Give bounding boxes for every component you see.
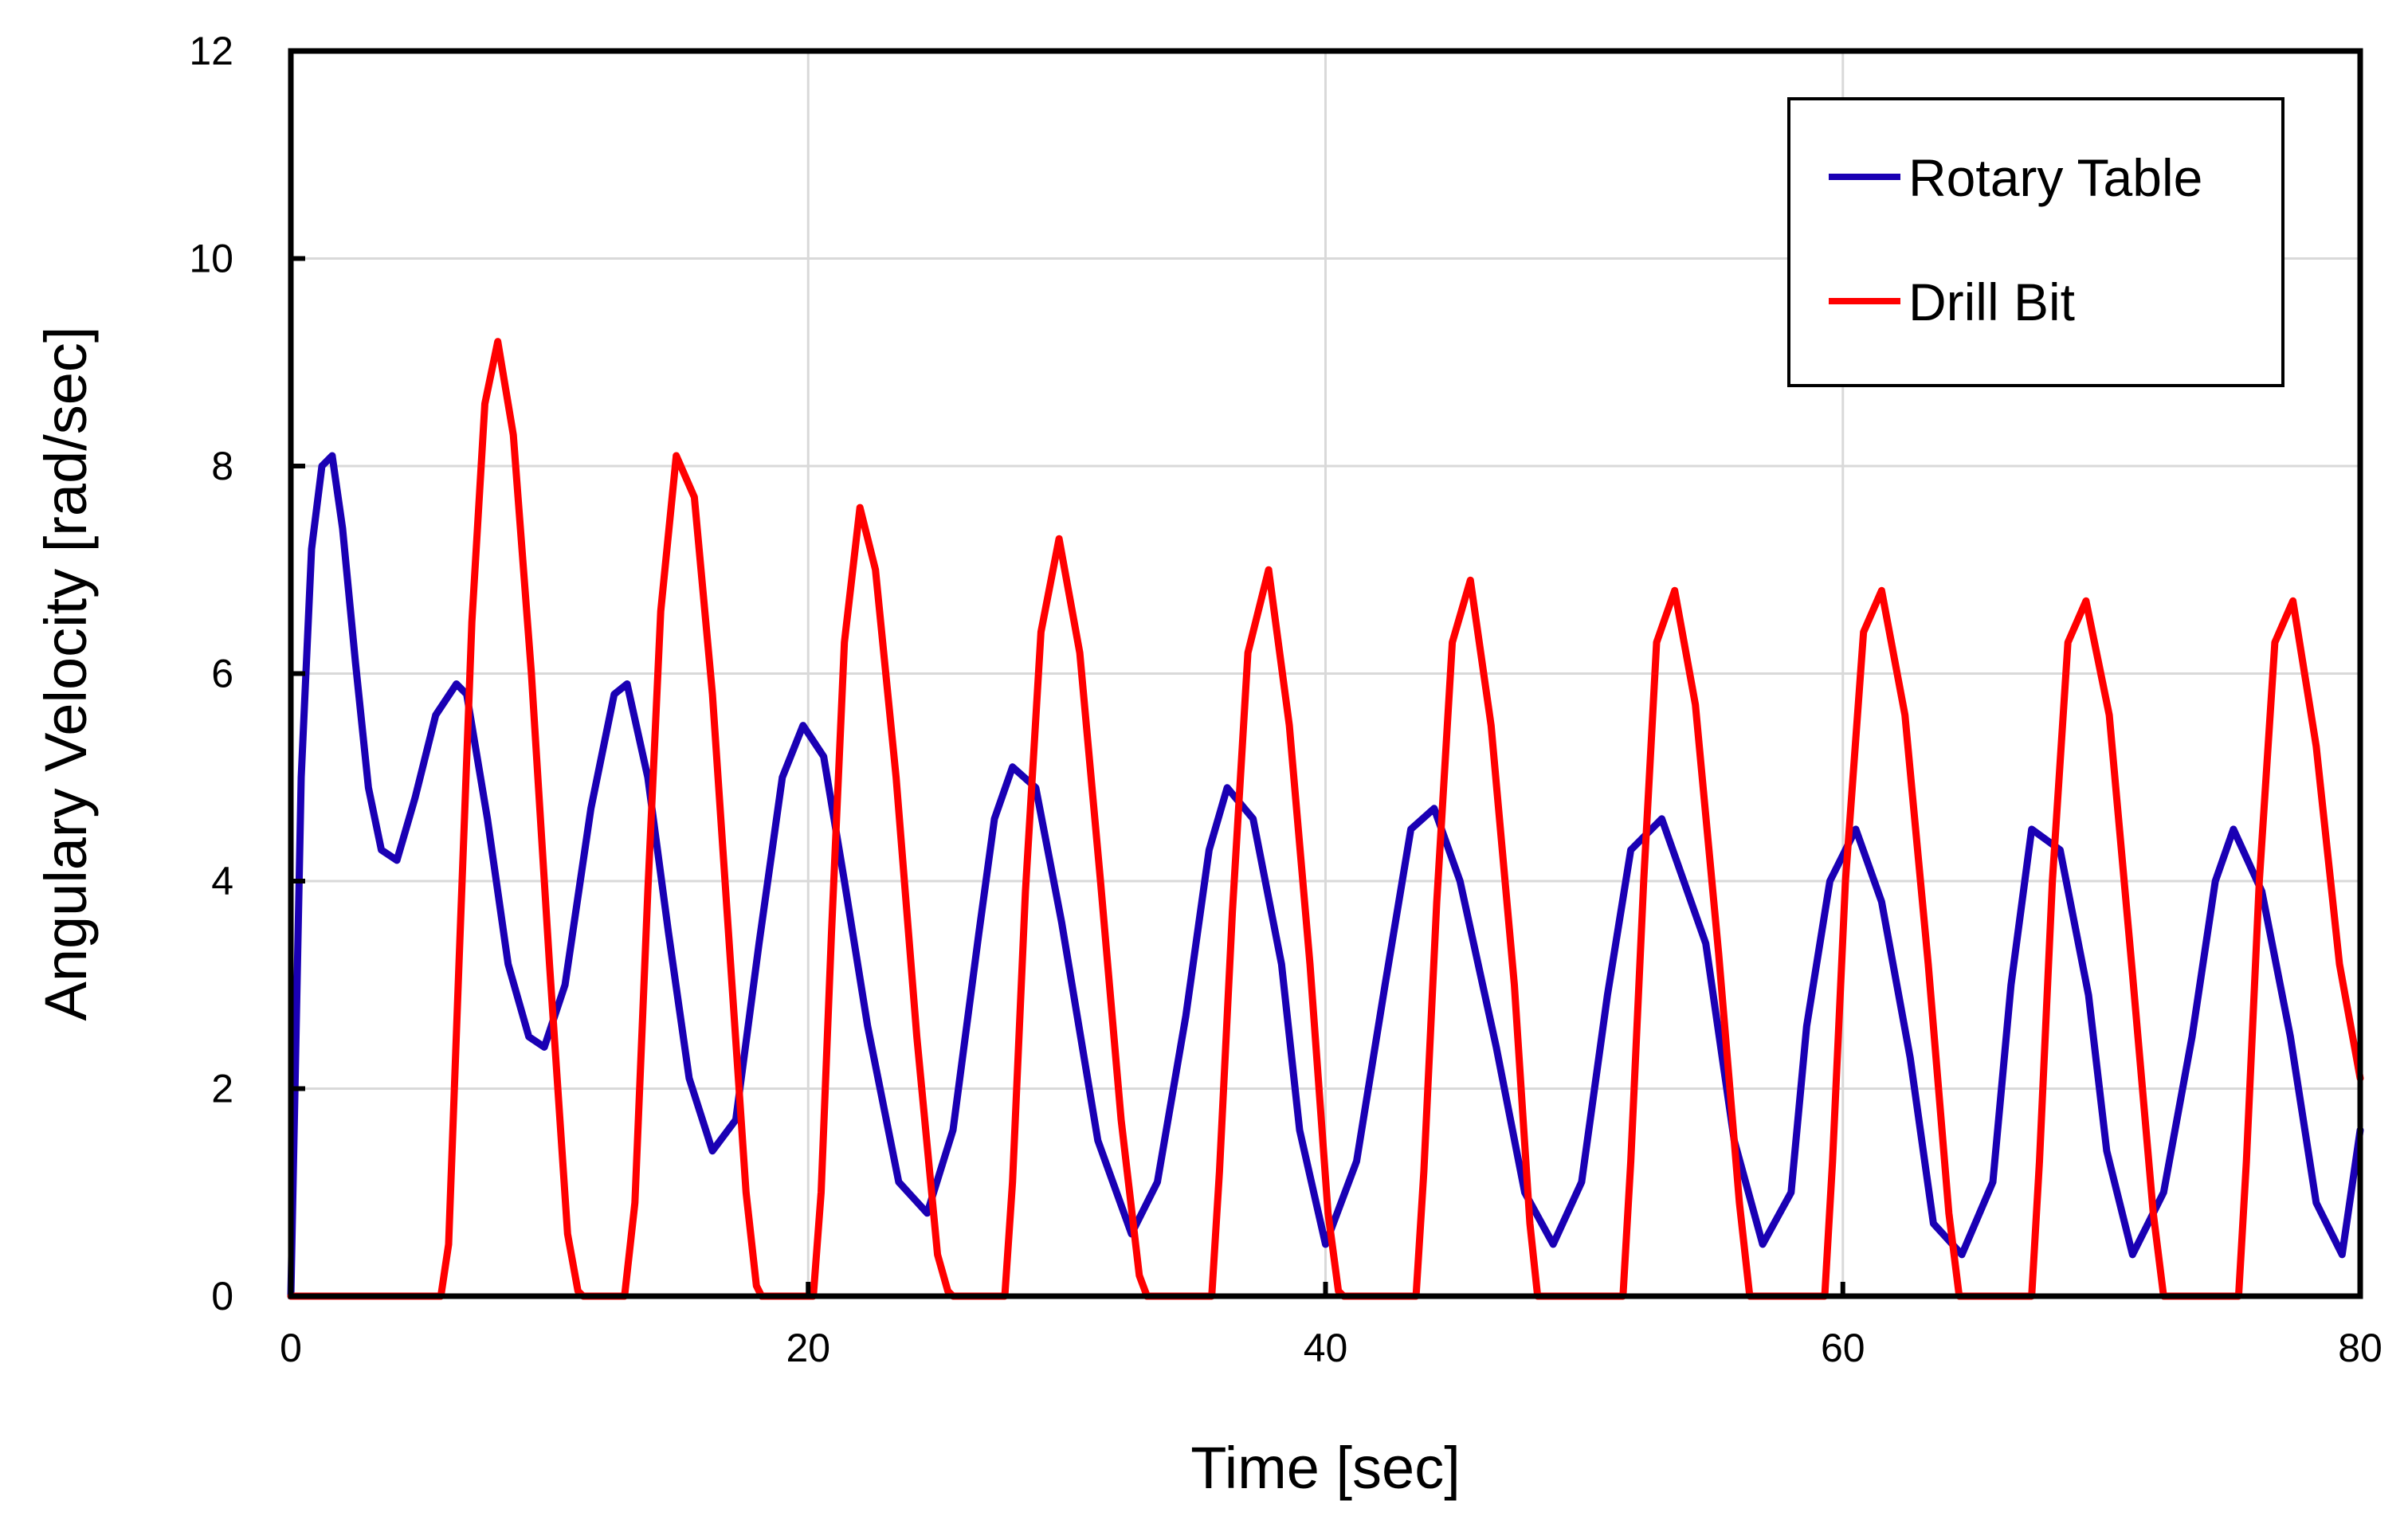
legend-label-drill-bit: Drill Bit: [1908, 272, 2075, 331]
y-tick-label: 8: [211, 444, 233, 488]
y-tick-label: 12: [189, 29, 233, 73]
x-tick-label: 0: [280, 1326, 302, 1370]
tick-labels: 0 20 40 60 80 0 2 4 6 8 10 12: [189, 29, 2382, 1370]
axis-ticks: [288, 49, 2363, 1299]
y-tick-label: 0: [211, 1274, 233, 1318]
y-axis-title: Angulary Velocity [rad/sec]: [33, 327, 99, 1021]
legend-box: [1787, 97, 2284, 387]
y-tick-label: 2: [211, 1067, 233, 1111]
series-line-rotary-table: [287, 452, 2364, 1300]
x-tick-label: 20: [786, 1326, 830, 1370]
x-tick-label: 60: [1821, 1326, 1865, 1370]
x-axis-title: Time [sec]: [1190, 1435, 1461, 1501]
x-tick-label: 40: [1304, 1326, 1348, 1370]
x-tick-label: 80: [2338, 1326, 2383, 1370]
y-tick-label: 6: [211, 652, 233, 696]
y-tick-label: 4: [211, 859, 233, 903]
legend-label-rotary-table: Rotary Table: [1908, 148, 2202, 207]
y-tick-label: 10: [189, 237, 233, 281]
legend: Rotary Table Drill Bit: [1787, 97, 2284, 387]
